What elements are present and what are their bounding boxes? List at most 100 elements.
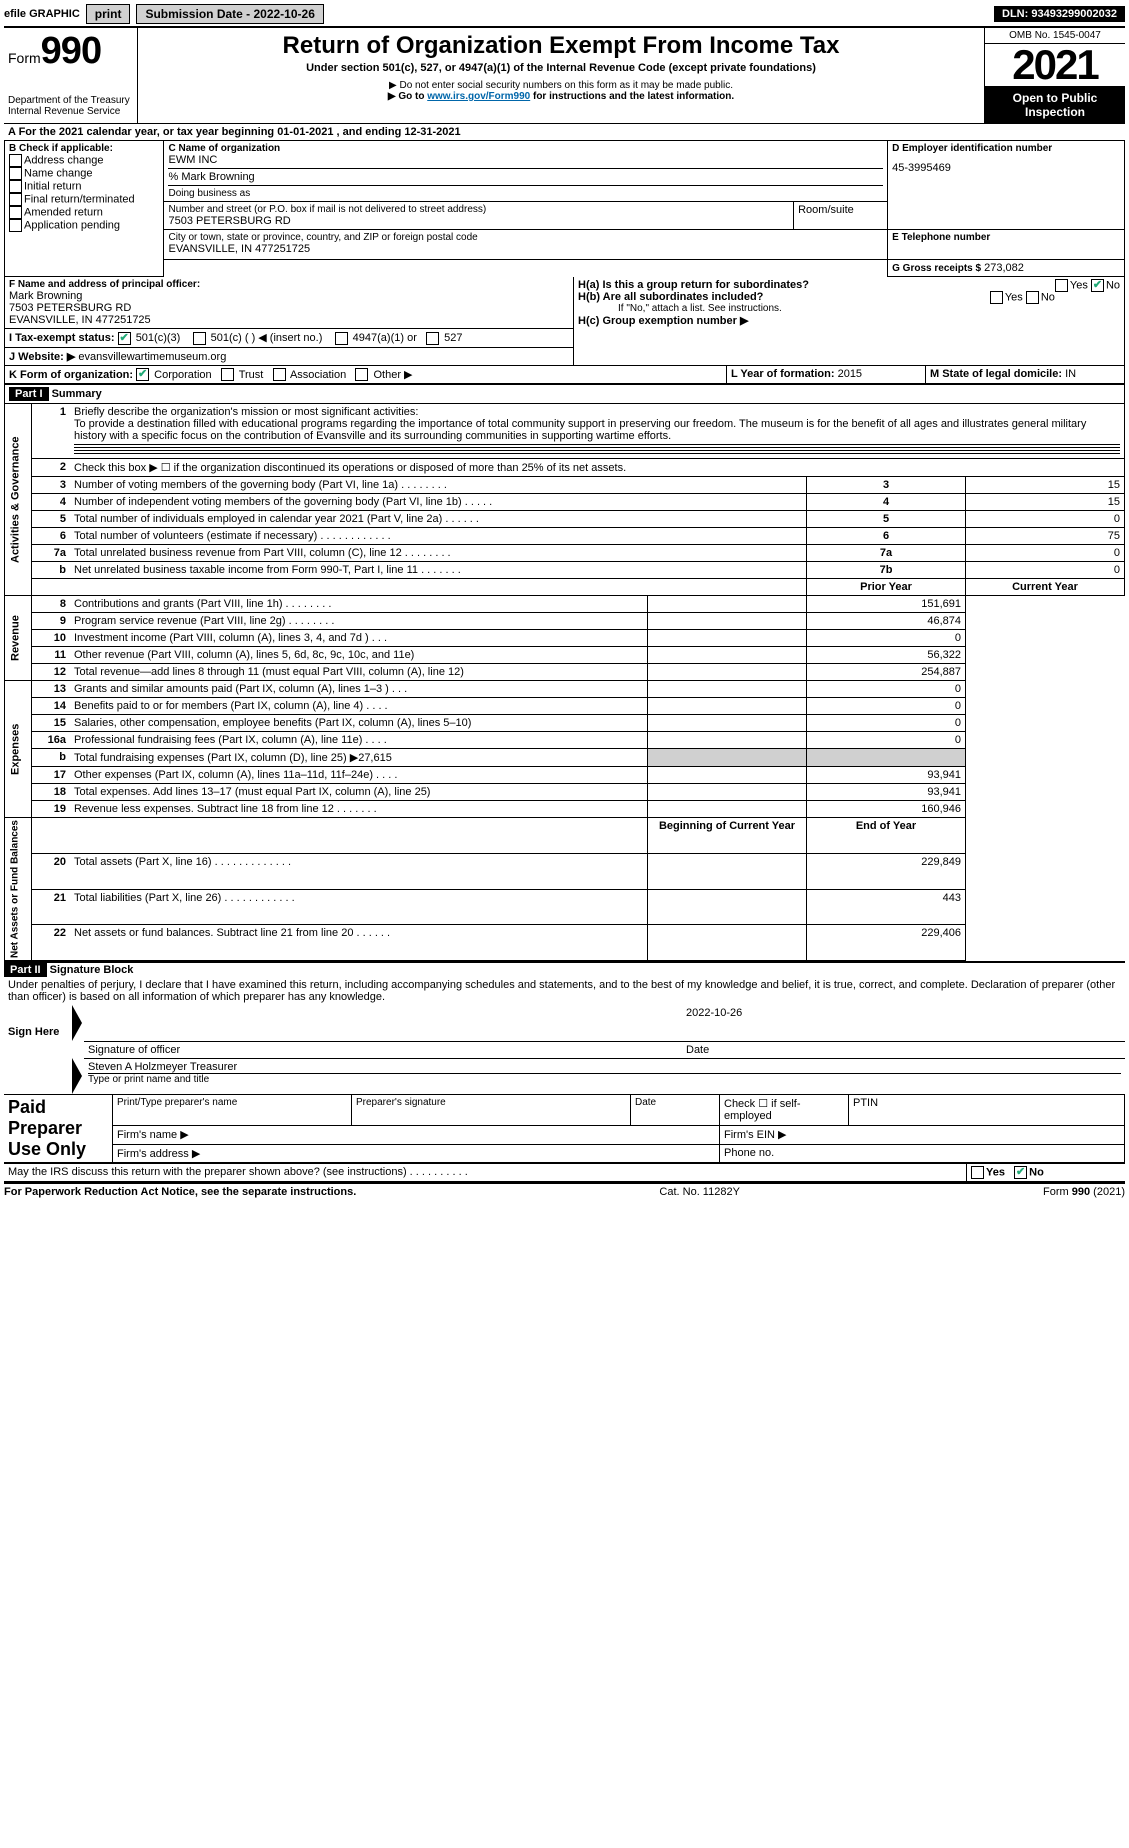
gov-row: 4Number of independent voting members of… xyxy=(5,494,1125,511)
hb-no-checkbox[interactable] xyxy=(1026,291,1039,304)
open-public-inspection: Open to Public Inspection xyxy=(985,87,1125,123)
gov-row: 7aTotal unrelated business revenue from … xyxy=(5,545,1125,562)
amended-checkbox[interactable] xyxy=(9,206,22,219)
row-label: Grants and similar amounts paid (Part IX… xyxy=(70,681,648,698)
hc-label: H(c) Group exemption number ▶ xyxy=(578,314,1120,327)
addr-change-checkbox[interactable] xyxy=(9,154,22,167)
ha-yes-checkbox[interactable] xyxy=(1055,279,1068,292)
other-checkbox[interactable] xyxy=(355,368,368,381)
row-label: Benefits paid to or for members (Part IX… xyxy=(70,698,648,715)
part1-name: Summary xyxy=(52,388,102,400)
row-num: 13 xyxy=(32,681,71,698)
501c3-checkbox[interactable] xyxy=(118,332,131,345)
row-current: 254,887 xyxy=(807,664,966,681)
row-num: 15 xyxy=(32,715,71,732)
efile-label: efile GRAPHIC xyxy=(4,8,80,20)
corp-label: Corporation xyxy=(154,369,211,381)
row-box: 4 xyxy=(807,494,966,511)
box-l-label: L Year of formation: xyxy=(731,368,835,380)
current-year-header: Current Year xyxy=(966,579,1125,596)
row-val: 0 xyxy=(966,545,1125,562)
name-title-label: Type or print name and title xyxy=(88,1074,1121,1085)
discuss-yes-checkbox[interactable] xyxy=(971,1166,984,1179)
hb-yes-checkbox[interactable] xyxy=(990,291,1003,304)
hb-label: H(b) Are all subordinates included? Yes … xyxy=(578,291,1120,303)
box-k-label: K Form of organization: xyxy=(9,369,133,381)
row-num: 18 xyxy=(32,784,71,801)
row-prior-shade xyxy=(648,749,807,767)
final-return-checkbox[interactable] xyxy=(9,193,22,206)
ha-text: H(a) Is this a group return for subordin… xyxy=(578,279,809,291)
row-current: 151,691 xyxy=(807,596,966,613)
submission-date-button[interactable]: Submission Date - 2022-10-26 xyxy=(136,4,323,24)
row-label: Total revenue—add lines 8 through 11 (mu… xyxy=(70,664,648,681)
initial-return-checkbox[interactable] xyxy=(9,180,22,193)
row-current: 229,849 xyxy=(807,853,966,889)
row-current: 93,941 xyxy=(807,767,966,784)
501c-checkbox[interactable] xyxy=(193,332,206,345)
trust-checkbox[interactable] xyxy=(221,368,234,381)
pp-name-label: Print/Type preparer's name xyxy=(117,1097,347,1108)
row-current: 46,874 xyxy=(807,613,966,630)
exp-row: 15Salaries, other compensation, employee… xyxy=(5,715,1125,732)
4947-checkbox[interactable] xyxy=(335,332,348,345)
row-label: Contributions and grants (Part VIII, lin… xyxy=(70,596,648,613)
row-label: Program service revenue (Part VIII, line… xyxy=(70,613,648,630)
row-current: 0 xyxy=(807,715,966,732)
corp-checkbox[interactable] xyxy=(136,368,149,381)
row-box: 5 xyxy=(807,511,966,528)
arrow-icon xyxy=(72,1005,82,1041)
officer-name: Mark Browning xyxy=(9,290,569,302)
name-change-checkbox[interactable] xyxy=(9,167,22,180)
goto-prefix: ▶ Go to xyxy=(388,91,427,102)
assoc-checkbox[interactable] xyxy=(273,368,286,381)
box-b-title: B Check if applicable: xyxy=(9,143,159,154)
amended-label: Amended return xyxy=(24,206,103,218)
row-num: 14 xyxy=(32,698,71,715)
addr-change-label: Address change xyxy=(24,154,104,166)
rev-row: 9Program service revenue (Part VIII, lin… xyxy=(5,613,1125,630)
officer-street: 7503 PETERSBURG RD xyxy=(9,302,569,314)
print-button[interactable]: print xyxy=(86,4,131,24)
row-num: 7a xyxy=(32,545,71,562)
gross-receipts: 273,082 xyxy=(984,262,1024,274)
net-row: 20Total assets (Part X, line 16) . . . .… xyxy=(5,853,1125,889)
tax-year: 2021 xyxy=(985,44,1125,87)
org-name: EWM INC xyxy=(168,154,883,166)
footer: For Paperwork Reduction Act Notice, see … xyxy=(4,1182,1125,1198)
ha-no-checkbox[interactable] xyxy=(1091,279,1104,292)
row-label: Investment income (Part VIII, column (A)… xyxy=(70,630,648,647)
app-pending-checkbox[interactable] xyxy=(9,219,22,232)
name-title-value: Steven A Holzmeyer Treasurer xyxy=(88,1061,1121,1074)
no-label: No xyxy=(1029,1167,1044,1179)
top-bar: efile GRAPHIC print Submission Date - 20… xyxy=(4,4,1125,24)
row-label: Total expenses. Add lines 13–17 (must eq… xyxy=(70,784,648,801)
row-num: 20 xyxy=(32,853,71,889)
527-checkbox[interactable] xyxy=(426,332,439,345)
ptin-label: PTIN xyxy=(849,1095,1125,1126)
street-label: Number and street (or P.O. box if mail i… xyxy=(168,204,789,215)
website-value[interactable]: evansvillewartimemuseum.org xyxy=(78,351,226,363)
row-current: 229,406 xyxy=(807,925,966,961)
discuss-label: May the IRS discuss this return with the… xyxy=(4,1164,967,1182)
row-label: Total assets (Part X, line 16) . . . . .… xyxy=(70,853,648,889)
sig-officer-label: Signature of officer xyxy=(84,1041,682,1058)
irs-link[interactable]: www.irs.gov/Form990 xyxy=(427,91,530,102)
form-ref: Form 990 (2021) xyxy=(1043,1186,1125,1198)
dept-label: Department of the Treasury xyxy=(8,95,133,106)
dba-label: Doing business as xyxy=(168,188,883,199)
row-current: 56,322 xyxy=(807,647,966,664)
pp-self-employed: Check ☐ if self-employed xyxy=(720,1095,849,1126)
declaration: Under penalties of perjury, I declare th… xyxy=(4,977,1125,1005)
row-num: 4 xyxy=(32,494,71,511)
row-num: b xyxy=(32,749,71,767)
row-prior xyxy=(648,681,807,698)
box-g-label: G Gross receipts $ xyxy=(892,263,981,274)
row-num: 12 xyxy=(32,664,71,681)
row-val: 15 xyxy=(966,494,1125,511)
gov-row: bNet unrelated business taxable income f… xyxy=(5,562,1125,579)
q1-text: To provide a destination filled with edu… xyxy=(74,418,1086,442)
irs-label: Internal Revenue Service xyxy=(8,106,133,117)
care-of: % Mark Browning xyxy=(168,171,883,183)
discuss-no-checkbox[interactable] xyxy=(1014,1166,1027,1179)
